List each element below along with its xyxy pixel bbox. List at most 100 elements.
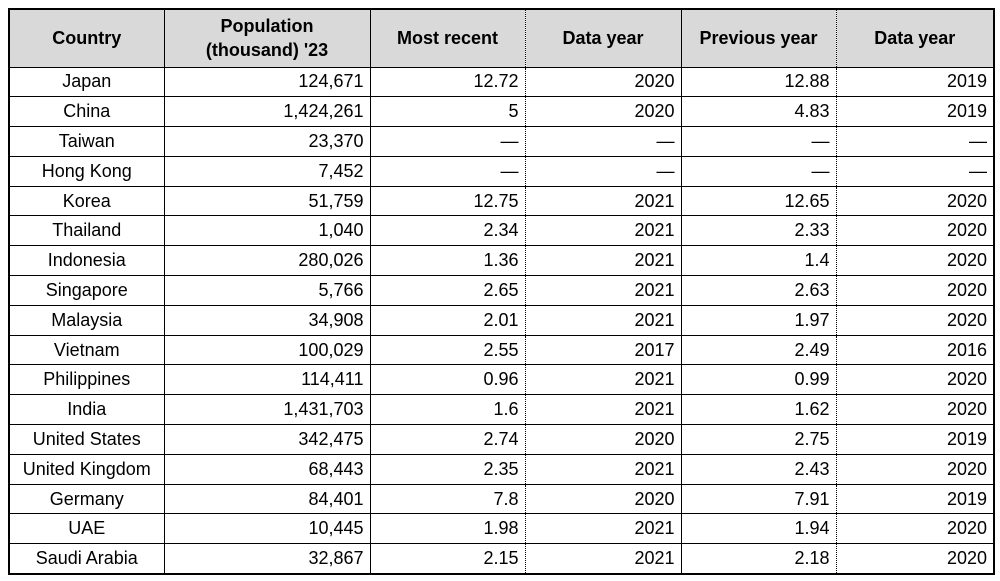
- value-cell: 2.49: [681, 335, 837, 366]
- value-cell: 12.75: [370, 186, 526, 217]
- value-cell: 2021: [525, 305, 682, 336]
- value-cell: 2020: [525, 96, 682, 128]
- value-cell: —: [525, 156, 682, 187]
- value-cell: 7.8: [370, 484, 526, 515]
- country-cell: Vietnam: [9, 335, 165, 366]
- value-cell: 280,026: [164, 245, 371, 277]
- value-cell: 4.83: [681, 96, 837, 128]
- value-cell: 10,445: [164, 513, 371, 545]
- value-cell: 2021: [525, 215, 682, 247]
- value-cell: 34,908: [164, 305, 371, 336]
- table-row: Philippines 114,411 0.96 2021 0.99 2020: [9, 364, 994, 396]
- country-cell: China: [9, 96, 165, 128]
- country-cell: Malaysia: [9, 305, 165, 336]
- value-cell: 12.65: [681, 186, 837, 217]
- table-row: India 1,431,703 1.6 2021 1.62 2020: [9, 394, 994, 426]
- value-cell: 2020: [836, 215, 994, 247]
- table-row: Malaysia 34,908 2.01 2021 1.97 2020: [9, 305, 994, 336]
- value-cell: 2021: [525, 513, 682, 545]
- value-cell: 2020: [946, 547, 987, 568]
- header-data-year-1: Data year: [525, 9, 682, 68]
- header-previous-year: Previous year: [681, 9, 837, 68]
- value-cell: 12.88: [681, 67, 837, 98]
- value-cell: 51,759: [164, 186, 371, 217]
- value-cell: 2020: [836, 275, 994, 306]
- value-cell: 2020: [836, 186, 994, 217]
- value-cell: 7,452: [164, 156, 371, 187]
- value-cell: 2.18: [681, 543, 837, 574]
- value-cell: 2021: [525, 543, 682, 574]
- value-cell: 2020: [836, 513, 994, 545]
- value-cell: 2020: [836, 364, 994, 396]
- country-cell: Japan: [9, 67, 165, 98]
- value-cell: —: [370, 156, 526, 187]
- value-cell: 2020: [836, 394, 994, 426]
- value-cell: 2020: [525, 424, 682, 455]
- value-cell: 1.98: [370, 513, 526, 545]
- value-cell: 2020: [836, 305, 994, 336]
- value-cell: 2020: [525, 484, 682, 515]
- country-cell: United Kingdom: [9, 454, 165, 485]
- value-cell: —: [525, 126, 682, 157]
- value-cell: 2021: [525, 394, 682, 426]
- value-cell: 5,766: [164, 275, 371, 306]
- value-cell: 2020: [836, 245, 994, 277]
- value-cell: 12.72: [370, 67, 526, 98]
- value-cell: —: [836, 126, 994, 157]
- value-cell: 2020: [525, 67, 682, 98]
- value-cell: 1.62: [681, 394, 837, 426]
- country-cell: Taiwan: [9, 126, 165, 157]
- value-cell: 2021: [525, 454, 682, 485]
- value-cell: 5: [370, 96, 526, 128]
- value-cell: —: [681, 126, 837, 157]
- value-cell: 2.35: [370, 454, 526, 485]
- value-cell: 114,411: [164, 364, 371, 396]
- country-cell: UAE: [9, 513, 165, 545]
- country-cell: Thailand: [9, 215, 165, 247]
- value-cell: —: [836, 156, 994, 187]
- value-cell: 2.01: [370, 305, 526, 336]
- country-cell: Philippines: [9, 364, 165, 396]
- value-cell: 1.6: [370, 394, 526, 426]
- value-cell: 1.4: [681, 245, 837, 277]
- value-cell: 2021: [525, 364, 682, 396]
- table-row: Taiwan 23,370— — — —: [9, 126, 994, 157]
- table-row: Japan 124,671 12.72 2020 12.88 2019: [9, 67, 994, 98]
- value-cell: 7.91: [681, 484, 837, 515]
- value-cell: 0.99: [681, 364, 837, 396]
- value-cell: 342,475: [164, 424, 371, 455]
- table-row: United States 342,475 2.74 2020 2.75 2019: [9, 424, 994, 455]
- value-cell: 124,671: [164, 67, 371, 98]
- table-row: Hong Kong 7,452— — — —: [9, 156, 994, 187]
- table-row: Korea 51,759 12.75 2021 12.65 2020: [9, 186, 994, 217]
- value-cell: 2019: [836, 96, 994, 128]
- table-row: Thailand 1,040 2.34 2021 2.33 2020: [9, 215, 994, 247]
- value-cell: 0.96: [370, 364, 526, 396]
- value-cell: 100,029: [164, 335, 371, 366]
- table-row: Germany 84,401 7.8 2020 7.91 2019: [9, 484, 994, 515]
- country-cell: Singapore: [9, 275, 165, 306]
- value-cell: 1.94: [681, 513, 837, 545]
- value-cell: 2017: [525, 335, 682, 366]
- country-cell: Hong Kong: [9, 156, 165, 187]
- header-most-recent: Most recent: [370, 9, 526, 68]
- table-row: Singapore 5,766 2.65 2021 2.63 2020: [9, 275, 994, 306]
- header-population: Population (thousand) '23: [164, 9, 371, 68]
- value-cell: 1,431,703: [164, 394, 371, 426]
- value-cell: —: [370, 126, 526, 157]
- population-data-table: Country Population (thousand) '23 Most r…: [8, 8, 995, 575]
- value-cell: 1,040: [164, 215, 371, 247]
- value-cell: 2.15: [370, 543, 526, 574]
- value-cell: 2019: [836, 484, 994, 515]
- country-cell: United States: [9, 424, 165, 455]
- country-cell: Korea: [9, 186, 165, 217]
- value-cell: 2016: [836, 335, 994, 366]
- value-cell: 2.75: [681, 424, 837, 455]
- country-cell: Germany: [9, 484, 165, 515]
- value-cell: 2020: [836, 454, 994, 485]
- table-row: United Kingdom 68,443 2.35 2021 2.43 2020: [9, 454, 994, 485]
- table-row: Saudi Arabia 32,867 2.15 2021 2.18 2020: [9, 543, 994, 574]
- value-cell: 2.33: [681, 215, 837, 247]
- header-row: Country Population (thousand) '23 Most r…: [9, 9, 994, 68]
- table-header: Country Population (thousand) '23 Most r…: [9, 9, 994, 68]
